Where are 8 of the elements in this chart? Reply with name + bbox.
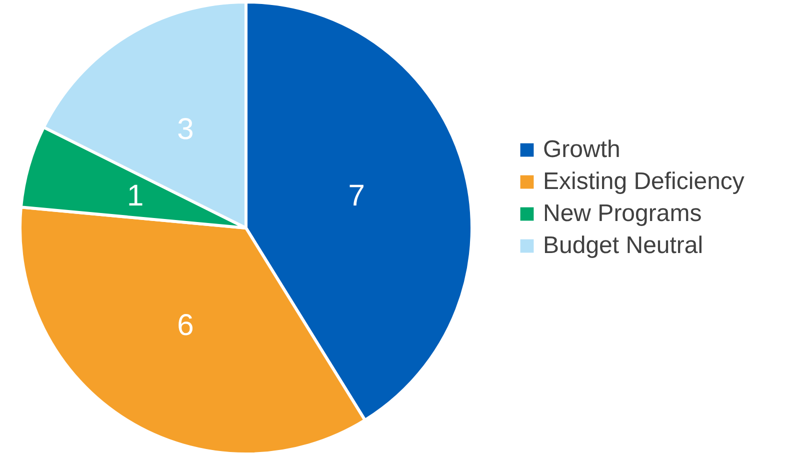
legend-label: Growth — [543, 136, 620, 163]
legend-label: Budget Neutral — [543, 232, 704, 259]
data-label: 6 — [177, 308, 194, 342]
data-label: 7 — [348, 180, 365, 213]
legend-label: Existing Deficiency — [543, 168, 744, 195]
data-label: 3 — [177, 113, 194, 146]
legend-label: New Programs — [543, 200, 702, 227]
data-label: 1 — [127, 180, 144, 213]
